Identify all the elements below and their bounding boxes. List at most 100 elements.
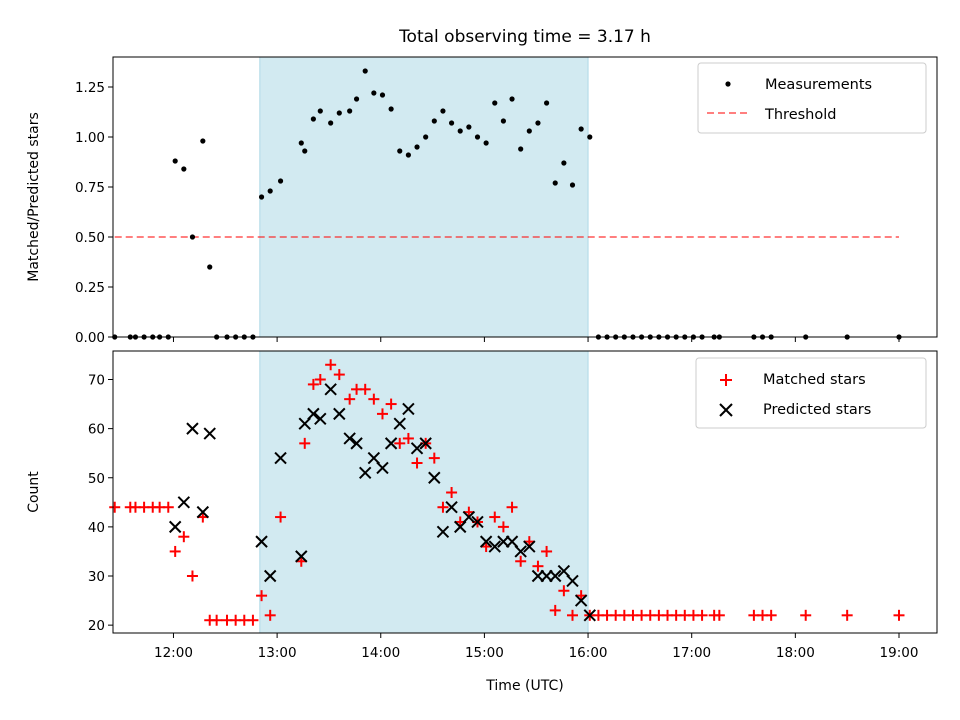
- predicted-star-point: [359, 466, 372, 480]
- predicted-star-point: [255, 535, 268, 548]
- matched-star-point: [841, 609, 853, 621]
- measurement-point: [466, 124, 472, 130]
- y-tick-label: 0.50: [75, 230, 105, 246]
- matched-star-point: [344, 393, 356, 405]
- measurement-point: [587, 134, 593, 140]
- measurement-point: [267, 188, 273, 194]
- matched-star-point: [515, 555, 527, 567]
- matched-star-point: [549, 604, 561, 616]
- x-tick-label: 14:00: [361, 645, 400, 661]
- measurement-point: [328, 120, 334, 126]
- observing-window-top: [259, 56, 589, 338]
- count-y-axis-label: Count: [26, 471, 42, 513]
- matched-star-point: [109, 501, 121, 513]
- matched-star-point: [368, 393, 380, 405]
- matched-star-point: [541, 545, 553, 557]
- measurement-point: [561, 160, 567, 166]
- matched-star-point: [428, 452, 440, 464]
- matched-star-point: [359, 383, 371, 395]
- legend-matched-marker: [720, 374, 732, 386]
- measurement-point: [379, 92, 386, 98]
- matched-star-point: [497, 521, 509, 533]
- measurement-point: [483, 140, 489, 146]
- measurement-point: [543, 100, 550, 106]
- ratio-axes-frame: [112, 56, 938, 338]
- measurement-point: [440, 108, 446, 114]
- matched-star-point: [713, 609, 725, 621]
- figure-title: Total observing time = 3.17 h: [398, 27, 651, 47]
- matched-star-point: [256, 590, 268, 602]
- matched-star-point: [532, 560, 544, 572]
- legend-threshold-label: Threshold: [764, 107, 836, 123]
- measurement-point: [172, 158, 178, 164]
- matched-star-point: [411, 457, 423, 469]
- matched-star-point: [178, 531, 190, 543]
- legend-predicted-marker: [719, 403, 733, 417]
- ratio-y-axis: 0.00 0.25 0.50 0.75 1.00 1.25: [75, 80, 113, 346]
- measurement-point: [317, 108, 323, 114]
- measurement-point: [277, 178, 284, 184]
- y-tick-label: 20: [88, 618, 105, 634]
- predicted-star-point: [314, 412, 327, 426]
- y-tick-label: 0.75: [75, 180, 105, 196]
- measurement-point: [457, 128, 463, 134]
- x-axis-label: Time (UTC): [485, 678, 563, 694]
- predicted-star-point: [274, 451, 287, 465]
- matched-star-point: [333, 369, 345, 381]
- predicted-star-point: [350, 437, 363, 450]
- predicted-star-point: [583, 609, 596, 622]
- x-tick-label: 13:00: [258, 645, 297, 661]
- predicted-star-point: [177, 496, 191, 509]
- matched-star-point: [325, 359, 337, 371]
- matched-star-point: [446, 486, 458, 498]
- measurement-point: [509, 96, 515, 102]
- matched-star-point: [376, 408, 388, 420]
- legend-measurements-label: Measurements: [765, 77, 872, 93]
- measurement-point: [397, 148, 403, 154]
- y-tick-label: 0.00: [75, 330, 105, 346]
- x-tick-label: 17:00: [672, 645, 711, 661]
- predicted-star-point: [557, 564, 571, 578]
- matched-star-point: [765, 609, 777, 621]
- count-panel: 20 30 40 50 60 70 12:00 13:00 14:00 15:00 16:00 17…: [26, 350, 938, 694]
- matched-star-point: [567, 609, 579, 621]
- predicted-star-point: [462, 510, 476, 524]
- predicted-star-point: [376, 461, 389, 475]
- count-legend: Matched stars Predicted stars: [695, 357, 927, 429]
- matched-star-point: [506, 501, 518, 513]
- predicted-star-point: [168, 520, 182, 534]
- count-points: [109, 359, 905, 626]
- matched-star-point: [264, 609, 276, 621]
- y-tick-label: 50: [88, 471, 105, 487]
- count-axes-frame: [112, 350, 938, 634]
- y-tick-label: 60: [88, 422, 105, 438]
- predicted-star-point: [384, 437, 398, 450]
- matched-star-point: [162, 501, 174, 513]
- predicted-star-point: [393, 417, 406, 430]
- predicted-star-point: [263, 569, 277, 583]
- measurement-point: [492, 100, 498, 106]
- measurement-point: [200, 138, 206, 144]
- predicted-star-point: [295, 550, 308, 563]
- predicted-star-point: [410, 442, 424, 455]
- predicted-star-point: [574, 594, 588, 607]
- predicted-star-point: [566, 574, 579, 588]
- matched-star-point: [696, 609, 708, 621]
- predicted-star-point: [203, 427, 216, 440]
- matched-star-point: [385, 398, 397, 410]
- measurement-point: [569, 182, 576, 188]
- measurement-point: [578, 126, 584, 132]
- y-tick-label: 70: [88, 372, 105, 388]
- measurement-point: [518, 146, 524, 152]
- matched-star-point: [186, 570, 198, 582]
- measurement-point: [414, 144, 420, 150]
- measurement-point: [347, 108, 353, 114]
- predicted-star-point: [514, 545, 527, 558]
- matched-star-point: [402, 432, 414, 444]
- observing-window-bottom: [259, 350, 589, 634]
- predicted-star-point: [471, 515, 484, 529]
- measurement-point: [181, 166, 187, 172]
- ratio-legend-box: [697, 62, 927, 134]
- predicted-star-point: [523, 540, 536, 553]
